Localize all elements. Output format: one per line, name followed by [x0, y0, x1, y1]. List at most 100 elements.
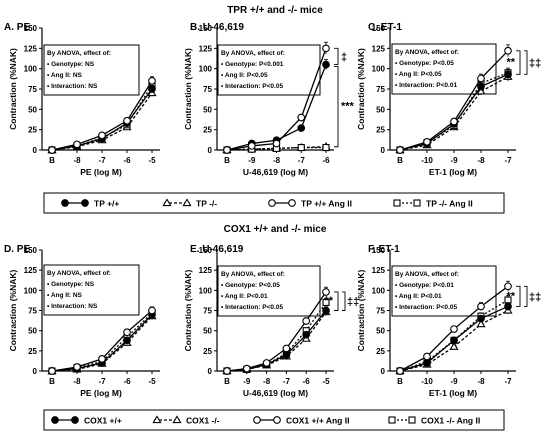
- data-point: [282, 351, 291, 359]
- legend-label: TP -/-: [196, 199, 217, 209]
- anova-line: By ANOVA, effect of:: [47, 270, 111, 277]
- data-point: [148, 85, 156, 93]
- anova-line: • Ang II: P<0.01: [395, 293, 442, 300]
- x-tick-label: -10: [421, 377, 433, 386]
- anova-box: [217, 44, 321, 96]
- data-point: [322, 288, 330, 296]
- y-tick-label: 100: [372, 286, 386, 295]
- series: [223, 41, 330, 154]
- data-point: [302, 317, 311, 325]
- anova-line: • Genotype: P<0.001: [221, 61, 284, 68]
- y-tick-label: 50: [28, 327, 37, 336]
- data-point: [504, 282, 512, 291]
- y-axis-label: Contraction (%NAK): [356, 269, 366, 351]
- data-point: [297, 113, 306, 122]
- y-tick-label: 100: [24, 286, 38, 295]
- legend-marker: [172, 415, 182, 424]
- y-tick-label: 75: [28, 85, 37, 94]
- data-point: [504, 46, 512, 55]
- sig-label: **: [506, 57, 515, 69]
- legend-cox1: COX1 +/+ COX1 -/- COX1 +/+ Ang II COX1 -/- …: [43, 409, 505, 431]
- sig-bracket: [334, 66, 339, 148]
- sig-bracket: [334, 291, 339, 311]
- panel-title: D. PE: [4, 244, 30, 255]
- x-tick-label: -8: [73, 156, 81, 165]
- x-tick-label: -8: [73, 377, 81, 386]
- legend-label: COX1 -/- Ang II: [421, 416, 480, 426]
- panel-d: D. PE 0 25 50 75 100 125 150 B -8 -7 -6 -5 PE (log M)…: [4, 244, 160, 398]
- data-point: [73, 140, 81, 149]
- group-title-cox1: COX1 +/+ and -/- mice: [224, 224, 327, 235]
- series: [48, 76, 156, 154]
- y-tick-label: 25: [203, 347, 212, 356]
- data-point: [48, 367, 56, 375]
- data-point: [449, 342, 459, 350]
- data-point: [123, 336, 131, 345]
- x-tick-label: B: [49, 156, 55, 165]
- sig-label: **: [324, 295, 333, 307]
- anova-line: • Genotype: P<0.01: [395, 282, 454, 289]
- x-tick-label: -5: [148, 156, 156, 165]
- sig-bracket: [516, 50, 521, 75]
- legend-marker: [288, 199, 296, 207]
- legend-marker: [162, 198, 172, 207]
- x-tick-label: -7: [283, 377, 291, 386]
- anova-line: • Interaction: P<0.05: [395, 304, 457, 311]
- legend-label: COX1 +/+: [84, 416, 122, 426]
- anova-line: By ANOVA, effect of:: [221, 50, 285, 57]
- x-tick-label: -7: [98, 156, 106, 165]
- data-point: [223, 367, 231, 375]
- data-point: [322, 60, 330, 69]
- y-axis-label: Contraction (%NAK): [183, 48, 193, 130]
- y-tick-label: 50: [376, 327, 385, 336]
- data-point: [98, 131, 106, 140]
- series: [223, 286, 330, 375]
- x-tick-label: -9: [248, 156, 256, 165]
- legend-label: COX1 +/+ Ang II: [286, 416, 349, 426]
- data-point: [423, 138, 431, 146]
- data-point: [322, 144, 330, 152]
- sig-label: **: [506, 290, 515, 302]
- data-point: [477, 82, 485, 91]
- anova-line: • Interaction: NS: [47, 303, 98, 310]
- y-tick-label: 75: [28, 307, 37, 316]
- x-tick-label: -10: [421, 156, 433, 165]
- group-title-tpr: TPR +/+ and -/- mice: [227, 5, 323, 16]
- x-tick-label: B: [397, 377, 403, 386]
- legend-marker: [413, 199, 421, 207]
- x-tick-label: -6: [123, 156, 131, 165]
- x-tick-label: -7: [504, 377, 512, 386]
- x-tick-label: -7: [504, 156, 512, 165]
- legend-marker: [152, 415, 162, 424]
- sig-label: ***: [341, 101, 355, 113]
- anova-line: • Ang II: P<0.01: [221, 293, 268, 300]
- y-tick-label: 150: [24, 246, 38, 255]
- x-tick-label: B: [224, 156, 230, 165]
- data-point: [450, 117, 458, 126]
- x-axis-label: PE (log M): [80, 167, 122, 177]
- anova-line: • Interaction: P<0.05: [221, 83, 283, 90]
- data-point: [247, 142, 256, 150]
- data-point: [477, 314, 485, 323]
- anova-line: • Genotype: P<0.05: [395, 60, 454, 67]
- anova-box: [43, 44, 140, 96]
- anova-box: [217, 265, 321, 317]
- legend-marker: [81, 199, 89, 207]
- legend-marker: [273, 416, 281, 424]
- y-tick-label: 50: [28, 105, 37, 114]
- y-tick-label: 75: [203, 85, 212, 94]
- series: [223, 306, 330, 375]
- series: [48, 306, 156, 375]
- y-tick-label: 0: [33, 146, 38, 155]
- series-line: [399, 299, 509, 372]
- data-point: [302, 330, 311, 339]
- data-point: [48, 146, 56, 154]
- legend-marker: [71, 416, 79, 424]
- anova-line: • Interaction: NS: [47, 83, 98, 90]
- sig-label: ‡‡: [529, 58, 541, 70]
- data-point: [297, 144, 305, 152]
- legend-label: TP +/+: [94, 199, 119, 209]
- legend-label: COX1 -/-: [186, 416, 220, 426]
- y-tick-label: 0: [381, 367, 386, 376]
